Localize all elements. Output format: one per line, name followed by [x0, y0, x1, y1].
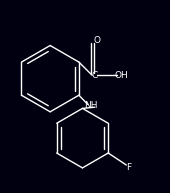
- Text: F: F: [126, 163, 131, 172]
- Text: OH: OH: [115, 71, 128, 80]
- Text: C: C: [91, 71, 97, 80]
- Text: O: O: [93, 36, 100, 45]
- Text: NH: NH: [84, 101, 98, 110]
